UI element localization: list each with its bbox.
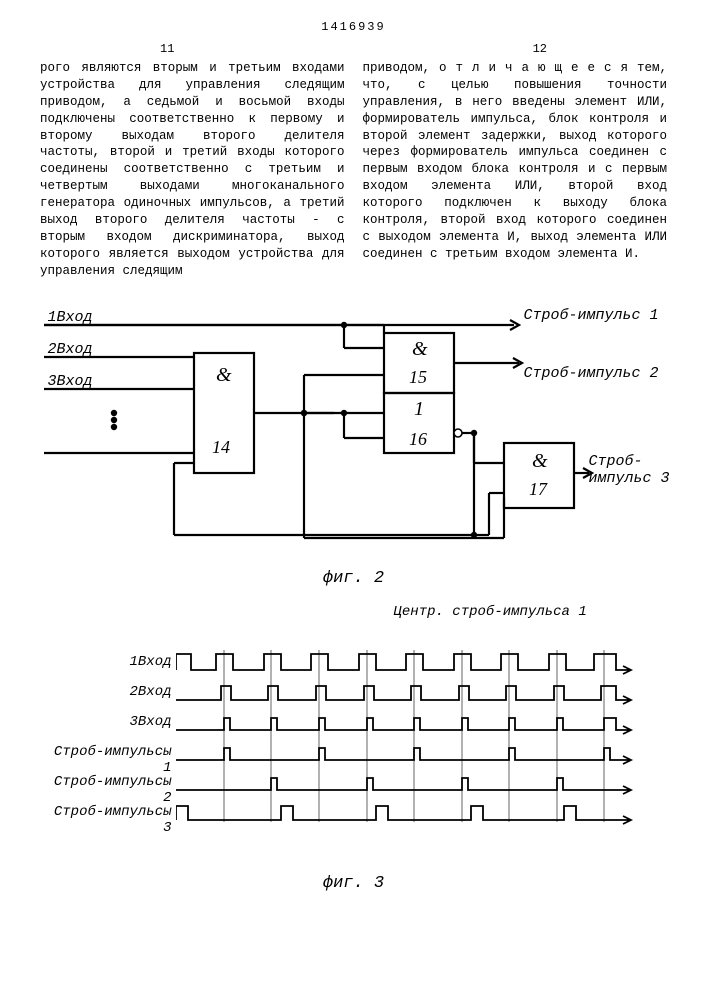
fig2-in2-label: 2Вход bbox=[48, 341, 93, 358]
timeline-row: Строб-импульсы 3 bbox=[44, 798, 664, 826]
timeline-label: Строб-импульсы 3 bbox=[44, 804, 172, 836]
col-num-left: 11 bbox=[160, 42, 174, 56]
col-right: приводом, о т л и ч а ю щ е е с я тем, ч… bbox=[363, 60, 668, 279]
fig2-in3-label: 3Вход bbox=[48, 373, 93, 390]
fig2-out2-label: Строб-импульс 2 bbox=[524, 365, 659, 382]
doc-number: 1416939 bbox=[40, 20, 667, 34]
timeline-label: 1Вход bbox=[44, 654, 172, 670]
fig2-caption: фиг. 2 bbox=[40, 569, 667, 588]
svg-text:14: 14 bbox=[212, 437, 230, 457]
figure-2: & 14 & 15 1 16 & 17 1Вход 2Вход 3Вход Строб-имп… bbox=[44, 303, 664, 563]
timeline-label: 2Вход bbox=[44, 684, 172, 700]
fig3-caption: фиг. 3 bbox=[40, 874, 667, 893]
svg-text:&: & bbox=[412, 338, 428, 360]
timeline-row: 1Вход bbox=[44, 648, 664, 676]
svg-text:16: 16 bbox=[409, 429, 427, 449]
timeline-row: 3Вход bbox=[44, 708, 664, 736]
timeline-label: 3Вход bbox=[44, 714, 172, 730]
timeline-row: Строб-импульсы 2 bbox=[44, 768, 664, 796]
fig2-out3-label: Строб- импульс 3 bbox=[589, 453, 670, 487]
text-columns: рого являются вторым и третьим входами у… bbox=[40, 60, 667, 279]
svg-text:&: & bbox=[216, 364, 232, 386]
fig3-annotation: Центр. строб-импульса 1 bbox=[394, 604, 587, 620]
timeline-row: Строб-импульсы 1 bbox=[44, 738, 664, 766]
svg-text:15: 15 bbox=[409, 367, 427, 387]
fig2-in1-label: 1Вход bbox=[48, 309, 93, 326]
timeline-row: 2Вход bbox=[44, 678, 664, 706]
svg-text:1: 1 bbox=[414, 398, 424, 420]
svg-text:&: & bbox=[532, 450, 548, 472]
svg-text:17: 17 bbox=[529, 479, 548, 499]
col-num-right: 12 bbox=[533, 42, 547, 56]
figure-3: Центр. строб-импульса 1 1Вход2Вход3ВходС… bbox=[44, 628, 664, 868]
fig2-out1-label: Строб-импульс 1 bbox=[524, 307, 659, 324]
col-left: рого являются вторым и третьим входами у… bbox=[40, 60, 345, 279]
